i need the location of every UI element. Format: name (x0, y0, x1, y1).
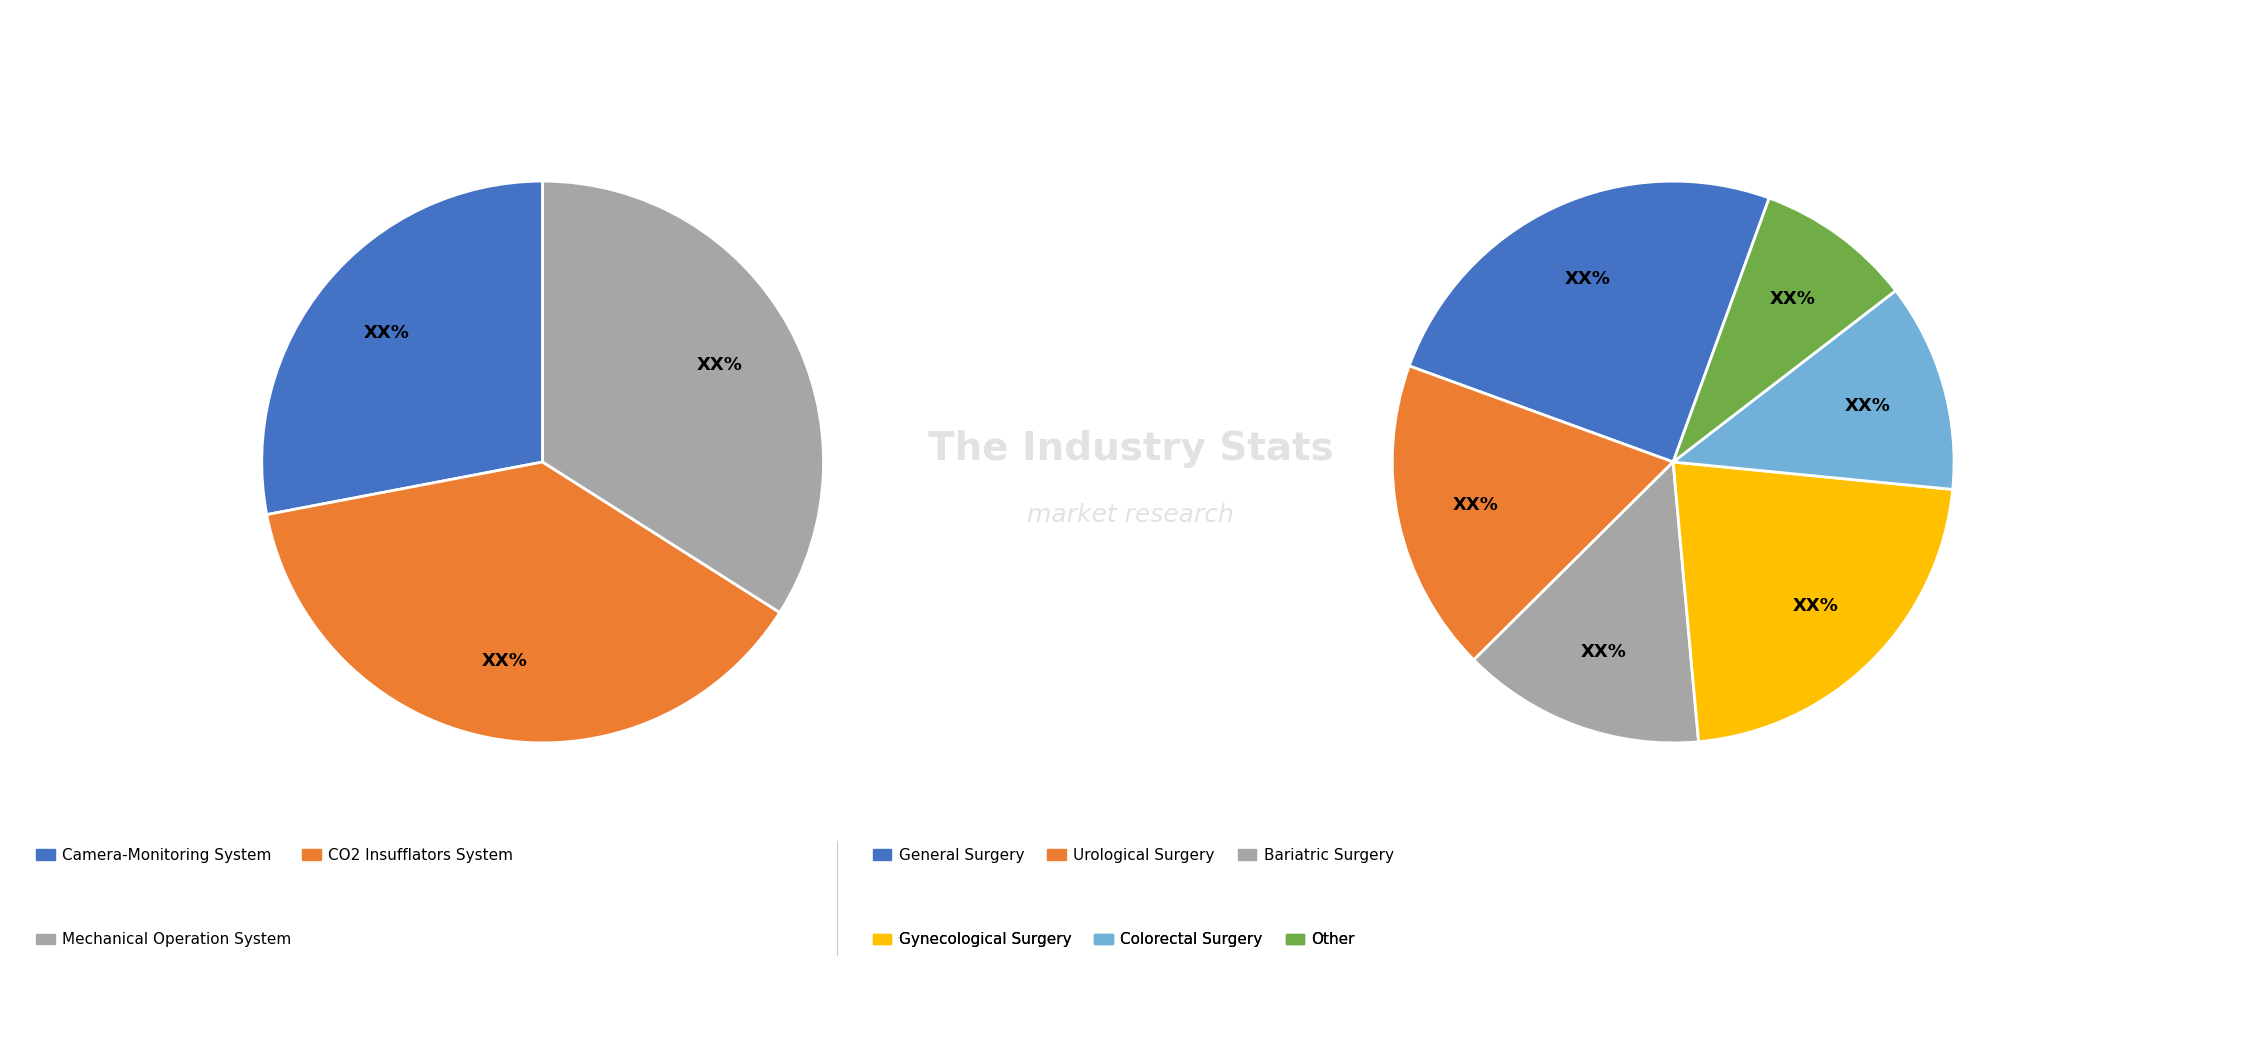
Text: XX%: XX% (364, 324, 409, 342)
Text: XX%: XX% (1565, 269, 1610, 287)
Text: Website: www.theindustrystats.com: Website: www.theindustrystats.com (1865, 999, 2234, 1018)
Text: XX%: XX% (1793, 597, 1838, 615)
Text: XX%: XX% (1770, 289, 1816, 307)
Wedge shape (1673, 290, 1954, 489)
Text: Fig. Global Laparoscopic Devices Market Share by Product Types & Application: Fig. Global Laparoscopic Devices Market … (27, 41, 1262, 70)
Text: XX%: XX% (1845, 397, 1890, 415)
Wedge shape (543, 182, 823, 612)
Text: Email: sales@theindustrystats.com: Email: sales@theindustrystats.com (952, 999, 1309, 1018)
Legend: Gynecological Surgery, Colorectal Surgery, Other: Gynecological Surgery, Colorectal Surger… (866, 926, 1361, 954)
Text: XX%: XX% (482, 652, 527, 670)
Wedge shape (262, 182, 543, 514)
Text: Source: Theindustrystats Analysis: Source: Theindustrystats Analysis (27, 999, 373, 1018)
Wedge shape (1673, 199, 1895, 463)
Text: XX%: XX% (1452, 496, 1499, 514)
Wedge shape (1474, 463, 1698, 742)
Text: XX%: XX% (1580, 643, 1628, 661)
Text: market research: market research (1026, 503, 1235, 527)
Text: XX%: XX% (696, 356, 744, 374)
Text: The Industry Stats: The Industry Stats (927, 430, 1334, 468)
Wedge shape (267, 463, 780, 742)
Wedge shape (1393, 366, 1673, 660)
Wedge shape (1409, 182, 1768, 463)
Wedge shape (1673, 463, 1954, 741)
